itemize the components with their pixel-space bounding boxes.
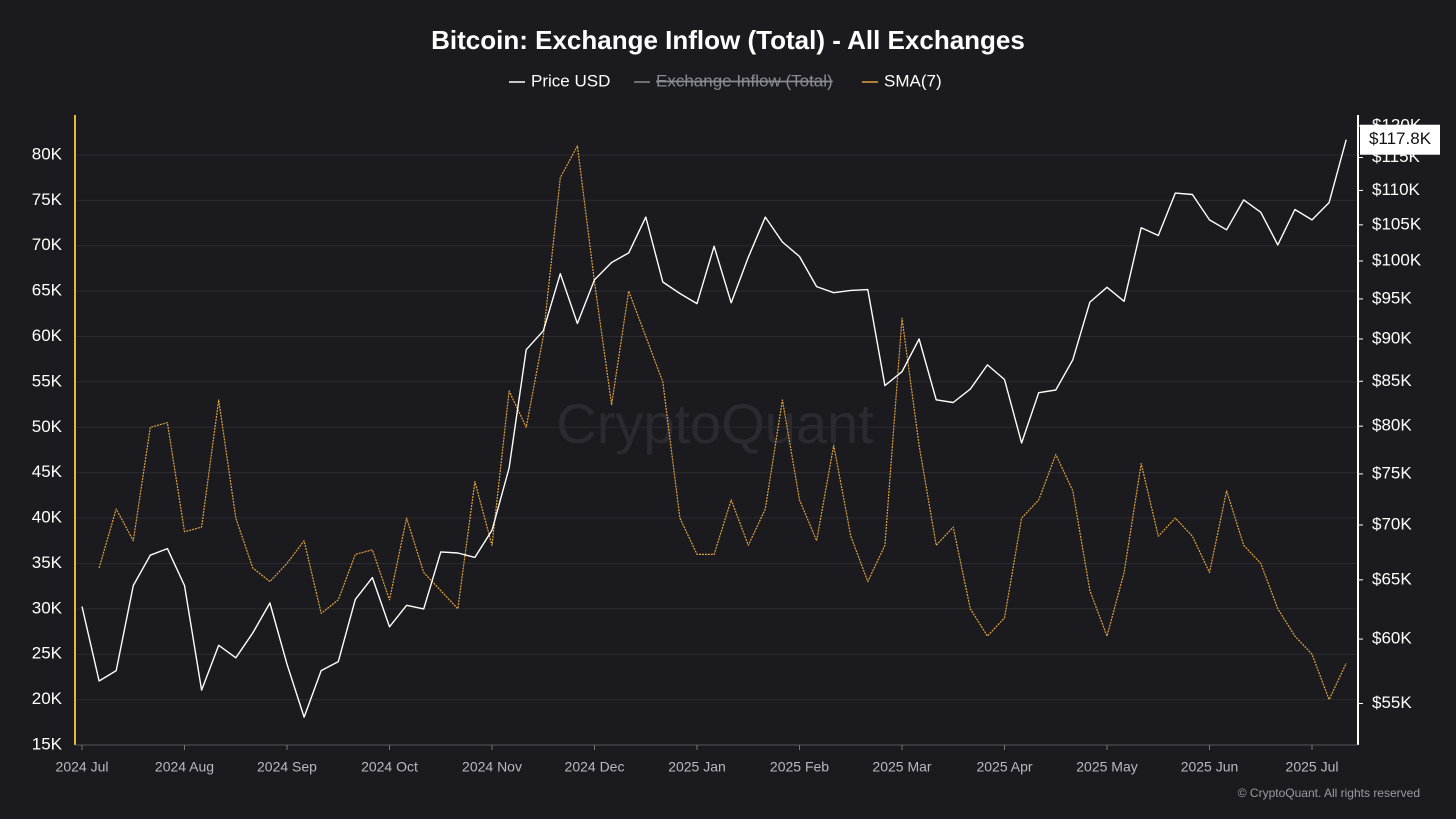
x-tick-label: 2025 Feb	[770, 759, 829, 775]
legend-label[interactable]: Exchange Inflow (Total)	[656, 71, 833, 90]
y2-tick-label: $110K	[1372, 180, 1421, 199]
y-tick-label: 35K	[32, 553, 63, 572]
y2-tick-label: $75K	[1372, 463, 1412, 482]
legend-label[interactable]: SMA(7)	[884, 71, 942, 90]
legend: Price USD Exchange Inflow (Total) SMA(7)	[509, 71, 942, 90]
y-tick-label: 45K	[32, 462, 63, 481]
y-tick-label: 75K	[32, 190, 63, 209]
x-tick-label: 2024 Dec	[565, 759, 625, 775]
y2-tick-label: $95K	[1372, 288, 1412, 307]
x-tick-label: 2024 Oct	[361, 759, 418, 775]
y-tick-label: 80K	[32, 144, 63, 163]
y-tick-label: 55K	[32, 371, 63, 390]
y-tick-label: 65K	[32, 281, 63, 300]
x-tick-label: 2025 Apr	[976, 759, 1032, 775]
y2-tick-label: $90K	[1372, 328, 1412, 347]
x-tick-label: 2024 Jul	[56, 759, 109, 775]
y2-tick-label: $60K	[1372, 629, 1412, 648]
legend-label[interactable]: Price USD	[531, 71, 610, 90]
x-tick-label: 2025 May	[1076, 759, 1137, 775]
y-tick-label: 50K	[32, 417, 63, 436]
x-tick-label: 2025 Jan	[668, 759, 726, 775]
y-tick-label: 60K	[32, 326, 63, 345]
x-tick-label: 2025 Jul	[1286, 759, 1339, 775]
y2-tick-label: $105K	[1372, 214, 1422, 233]
y-tick-label: 40K	[32, 508, 63, 527]
x-tick-label: 2025 Jun	[1181, 759, 1239, 775]
y2-tick-label: $55K	[1372, 693, 1412, 712]
y-tick-label: 30K	[32, 598, 63, 617]
footer: © CryptoQuant. All rights reserved	[1238, 786, 1420, 800]
price-label-box	[1360, 124, 1440, 155]
x-tick-label: 2024 Sep	[257, 759, 317, 775]
watermark: CryptoQuant	[556, 392, 874, 455]
y-tick-label: 20K	[32, 689, 63, 708]
y2-tick-label: $100K	[1372, 250, 1422, 269]
x-tick-label: 2024 Aug	[155, 759, 214, 775]
x-tick-label: 2024 Nov	[462, 759, 522, 775]
x-tick-label: 2025 Mar	[872, 759, 931, 775]
y-tick-label: 15K	[32, 734, 63, 753]
y2-tick-label: $65K	[1372, 569, 1412, 588]
y2-tick-label: $70K	[1372, 514, 1412, 533]
series-line	[98, 145, 1347, 701]
chart-title: Bitcoin: Exchange Inflow (Total) - All E…	[431, 25, 1025, 55]
price-label: $117.8K	[1369, 129, 1432, 148]
series-line	[81, 139, 1347, 718]
y2-tick-label: $85K	[1372, 371, 1412, 390]
y2-tick-label: $80K	[1372, 416, 1412, 435]
y-tick-label: 70K	[32, 235, 63, 254]
y-tick-label: 25K	[32, 644, 63, 663]
